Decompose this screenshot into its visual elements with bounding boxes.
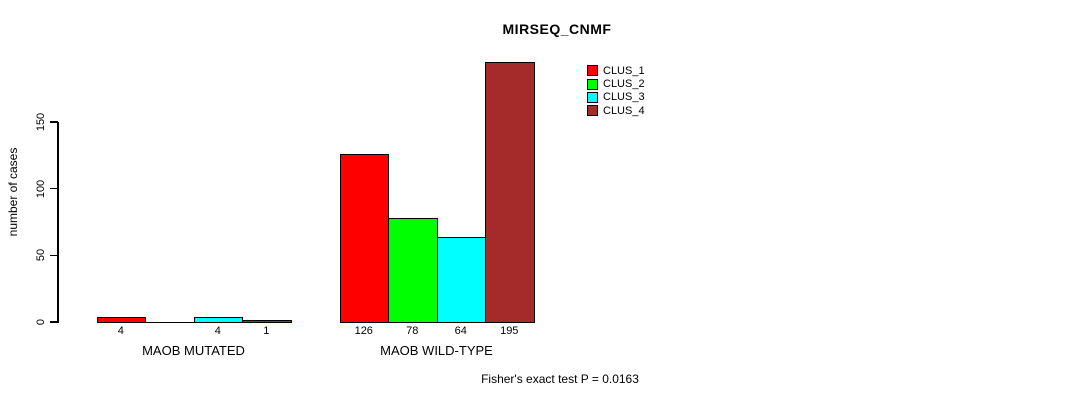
legend-item-clus_4: CLUS_4	[587, 104, 645, 117]
legend-label: CLUS_2	[603, 78, 645, 91]
legend-swatch-clus_3	[587, 91, 598, 103]
y-tick	[50, 321, 58, 323]
legend-swatch-clus_4	[587, 105, 598, 117]
legend-label: CLUS_4	[603, 104, 645, 117]
y-tick-label: 50	[35, 249, 47, 262]
legend-swatch-clus_2	[587, 78, 598, 90]
bar-clus_1-wildtype	[339, 154, 389, 323]
y-tick-label: 0	[35, 318, 47, 326]
bar-clus_1-mutated	[96, 316, 146, 323]
bar-value-label: 1	[263, 325, 270, 337]
bar-value-label: 126	[354, 325, 373, 337]
bar-clus_3-mutated	[193, 316, 243, 323]
legend-label: CLUS_3	[603, 91, 645, 104]
bar-value-label: 64	[454, 325, 467, 337]
bar-clus_4-mutated	[242, 320, 292, 323]
group-label: MAOB WILD-TYPE	[380, 343, 493, 358]
y-axis	[57, 122, 59, 323]
y-tick-label: 150	[35, 112, 47, 132]
footnote-pvalue: Fisher's exact test P = 0.0163	[481, 372, 639, 386]
bar-clus_4-wildtype	[485, 62, 535, 323]
y-tick	[50, 187, 58, 190]
legend-item-clus_2: CLUS_2	[587, 77, 645, 90]
y-tick	[50, 121, 58, 123]
bar-value-label: 78	[406, 325, 419, 337]
y-tick	[50, 254, 58, 257]
legend-item-clus_1: CLUS_1	[587, 64, 645, 77]
bar-value-label: 4	[117, 325, 124, 337]
bar-clus_2-wildtype	[388, 218, 438, 323]
y-tick-label: 100	[35, 179, 47, 198]
bar-clus_3-wildtype	[436, 236, 486, 323]
legend-swatch-clus_1	[587, 65, 598, 77]
bar-value-label: 195	[500, 325, 519, 337]
y-axis-title: number of cases	[6, 147, 20, 237]
chart-title: MIRSEQ_CNMF	[502, 21, 612, 37]
legend: CLUS_1 CLUS_2 CLUS_3 CLUS_4	[587, 64, 645, 118]
group-label: MAOB MUTATED	[142, 343, 245, 358]
legend-label: CLUS_1	[603, 64, 645, 77]
bar-value-label: 4	[214, 325, 221, 337]
legend-item-clus_3: CLUS_3	[587, 91, 645, 104]
